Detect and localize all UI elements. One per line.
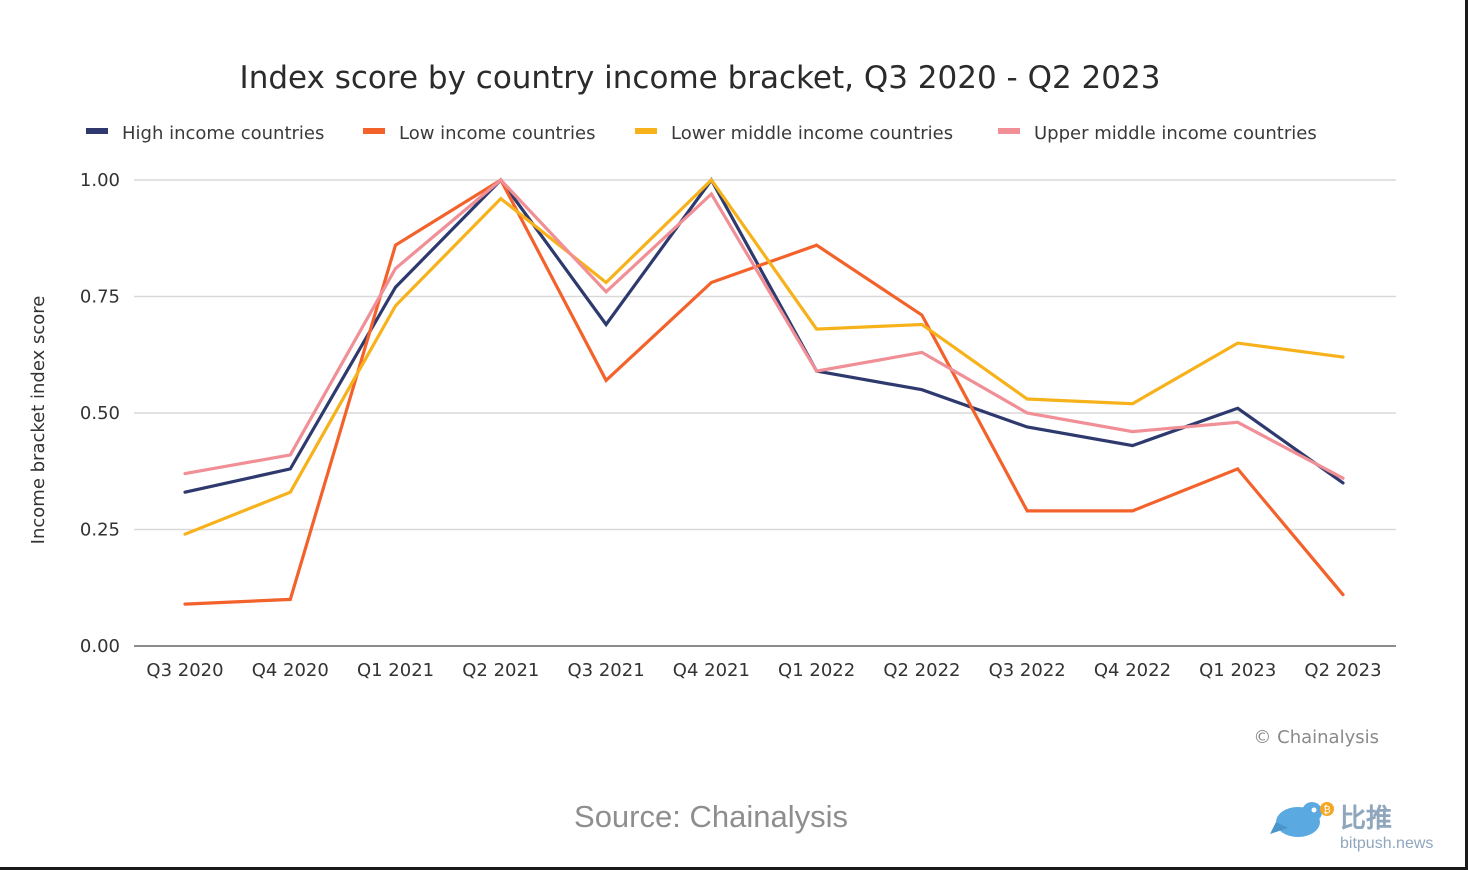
series-line-high-income-countries — [183, 177, 1345, 494]
chainalysis-credit: © Chainalysis — [1253, 727, 1379, 748]
x-tick-label: Q1 2021 — [357, 660, 434, 681]
x-tick-label: Q4 2022 — [1094, 660, 1171, 681]
x-tick-label: Q1 2022 — [778, 660, 855, 681]
x-axis-ticks: Q3 2020 Q4 2020 Q1 2021 Q2 2021 Q3 2021 Q4 20… — [146, 660, 1381, 681]
watermark-en: bitpush.news — [1340, 835, 1433, 852]
legend-swatch — [86, 128, 108, 134]
legend-item: Lower middle income countries — [635, 123, 953, 144]
legend-item: Upper middle income countries — [998, 123, 1317, 144]
y-tick-label: 0.25 — [80, 520, 120, 541]
x-tick-label: Q1 2023 — [1199, 660, 1276, 681]
bird-logo-icon: ₿ — [1270, 802, 1334, 837]
y-tick-label: 0.50 — [80, 403, 120, 424]
y-tick-label: 0.75 — [80, 287, 120, 308]
legend-swatch — [998, 128, 1020, 134]
source-caption: Source: Chainalysis — [574, 799, 848, 834]
x-tick-label: Q2 2023 — [1304, 660, 1381, 681]
legend-item: High income countries — [86, 123, 324, 144]
x-tick-label: Q2 2021 — [462, 660, 539, 681]
gridlines — [134, 179, 1396, 647]
legend: High income countries Low income countrie… — [86, 123, 1317, 144]
series-lines — [183, 177, 1345, 606]
watermark: ₿ 比推 bitpush.news — [1270, 802, 1433, 852]
legend-swatch — [363, 128, 385, 134]
x-tick-label: Q2 2022 — [883, 660, 960, 681]
legend-label: High income countries — [122, 123, 324, 144]
svg-text:₿: ₿ — [1323, 804, 1330, 816]
y-axis-ticks: 0.00 0.25 0.50 0.75 1.00 — [80, 170, 120, 657]
legend-label: Upper middle income countries — [1034, 123, 1317, 144]
watermark-cn: 比推 — [1340, 804, 1392, 834]
x-tick-label: Q4 2020 — [252, 660, 329, 681]
legend-label: Lower middle income countries — [671, 123, 953, 144]
y-tick-label: 1.00 — [80, 170, 120, 191]
series-line-upper-middle-income-countries — [183, 177, 1345, 480]
legend-label: Low income countries — [399, 123, 595, 144]
x-tick-label: Q3 2020 — [146, 660, 223, 681]
x-tick-label: Q3 2021 — [568, 660, 645, 681]
x-tick-label: Q4 2021 — [673, 660, 750, 681]
legend-swatch — [635, 128, 657, 134]
x-tick-label: Q3 2022 — [989, 660, 1066, 681]
series-line-lower-middle-income-countries — [183, 177, 1345, 536]
chart-title: Index score by country income bracket, Q… — [240, 60, 1161, 96]
series-line-low-income-countries — [183, 177, 1345, 606]
y-axis-title: Income bracket index score — [28, 296, 49, 545]
y-tick-label: 0.00 — [80, 636, 120, 657]
legend-item: Low income countries — [363, 123, 595, 144]
